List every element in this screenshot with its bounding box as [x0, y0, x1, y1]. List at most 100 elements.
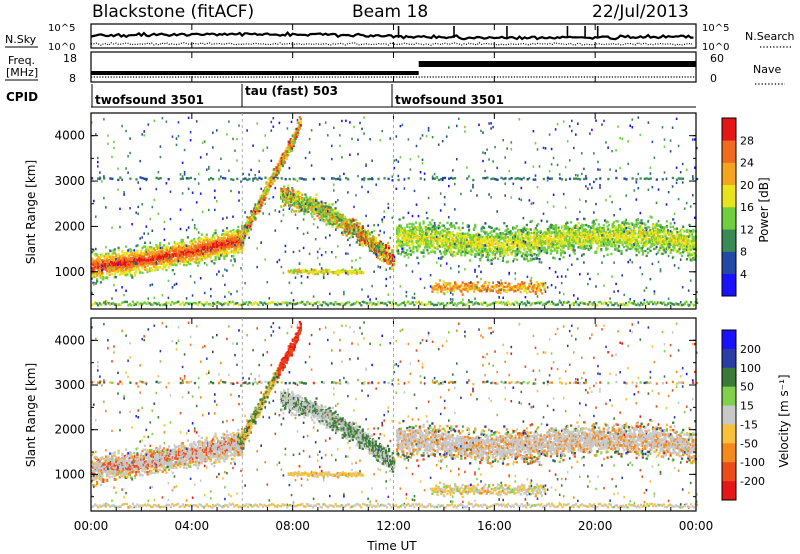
power-cell: [126, 250, 129, 253]
power-cell: [301, 193, 304, 196]
power-cell: [426, 217, 429, 220]
power-cell: [157, 266, 160, 269]
power-cell: [108, 255, 111, 259]
power-cell: [178, 245, 181, 248]
power-cell: [296, 121, 299, 124]
power-cell: [156, 267, 159, 270]
power-cell: [223, 244, 226, 247]
power-cell: [333, 212, 336, 215]
power-cell: [529, 228, 532, 231]
power-cell: [141, 255, 144, 258]
power-cell: [220, 240, 223, 243]
power-cell: [220, 250, 223, 253]
power-cell: [549, 252, 552, 255]
power-cell: [506, 227, 510, 231]
power-cell: [200, 254, 203, 257]
power-cell: [336, 211, 339, 215]
power-cell: [205, 233, 208, 236]
power-cell: [380, 255, 384, 258]
power-cell: [123, 265, 126, 268]
power-cell: [164, 254, 167, 257]
power-cell: [514, 231, 517, 234]
power-cell: [140, 259, 143, 263]
power-cell: [157, 256, 160, 259]
power-cell: [198, 240, 201, 243]
power-cell: [451, 254, 454, 258]
power-cell: [180, 238, 183, 242]
power-cell: [117, 249, 120, 252]
power-cell: [155, 244, 158, 247]
power-cell: [143, 260, 147, 263]
power-cell: [198, 244, 201, 247]
power-cell: [97, 255, 100, 259]
power-cell: [135, 258, 138, 261]
power-cell: [207, 250, 210, 253]
power-cell: [109, 269, 113, 272]
power-cell: [99, 266, 102, 270]
power-cell: [238, 250, 241, 253]
power-cell: [232, 254, 235, 258]
power-cell: [125, 264, 128, 267]
power-cell: [295, 210, 298, 213]
power-cell: [108, 270, 111, 273]
power-cell: [457, 226, 460, 229]
power-cell: [210, 239, 213, 242]
power-cell: [205, 248, 208, 251]
power-cell: [167, 259, 171, 263]
power-cell: [499, 232, 502, 235]
power-cell: [389, 267, 392, 270]
power-cell: [171, 269, 174, 272]
power-cell: [103, 262, 106, 266]
power-cell: [287, 184, 290, 187]
power-cell: [185, 252, 188, 255]
power-cell: [99, 268, 102, 271]
power-cell: [212, 243, 215, 246]
power-cell: [147, 254, 150, 257]
power-cell: [462, 242, 465, 245]
power-cell: [147, 261, 150, 265]
power-cell: [167, 248, 171, 251]
power-cell: [501, 259, 505, 262]
power-cell: [233, 230, 236, 234]
power-cell: [474, 225, 477, 229]
power-cell: [102, 268, 105, 271]
power-cell: [179, 258, 182, 262]
power-cell: [178, 249, 181, 252]
power-cell: [106, 269, 109, 272]
power-cell: [412, 247, 415, 250]
power-cell: [201, 246, 205, 249]
power-cell: [180, 250, 183, 254]
power-cell: [217, 251, 220, 255]
power-cell: [141, 252, 144, 255]
power-cell: [193, 250, 196, 253]
power-cell: [184, 252, 187, 256]
power-cell: [121, 272, 124, 275]
power-cell: [213, 245, 216, 248]
power-cell: [159, 266, 162, 269]
power-cell: [149, 261, 152, 265]
power-cell: [150, 246, 153, 249]
power-cell: [125, 245, 128, 248]
power-cell: [491, 241, 494, 244]
power-cell: [117, 256, 120, 260]
power-cell: [366, 229, 369, 233]
power-cell: [112, 265, 115, 268]
power-cell: [421, 234, 424, 237]
power-cell: [537, 230, 540, 234]
power-cell: [224, 254, 227, 258]
power-cell: [538, 252, 541, 255]
power-cell: [195, 258, 198, 261]
power-cell: [406, 225, 409, 228]
power-cell: [198, 261, 201, 264]
power-cell: [93, 267, 96, 271]
power-cell: [198, 251, 201, 255]
power-cell: [149, 247, 152, 251]
power-cell: [445, 243, 448, 246]
power-cell: [467, 245, 471, 248]
power-cell: [208, 249, 211, 252]
power-cell: [165, 263, 168, 267]
power-cell: [111, 252, 114, 255]
power-cell: [315, 269, 318, 272]
power-cell: [212, 248, 215, 252]
power-cell: [116, 256, 119, 260]
